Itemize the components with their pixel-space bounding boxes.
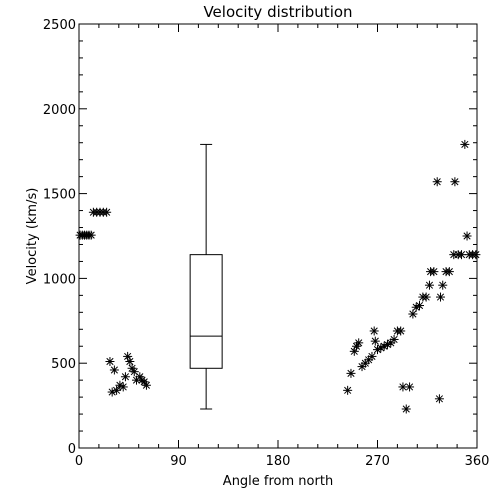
data-point	[398, 382, 408, 392]
data-point	[112, 385, 122, 395]
data-point	[408, 309, 418, 319]
x-tick-label: 90	[170, 454, 187, 469]
y-axis: 0 500 1000 1500 2000 2500	[43, 18, 477, 457]
data-point	[135, 372, 145, 382]
data-point	[424, 280, 434, 290]
y-tick-label: 1500	[43, 188, 76, 203]
x-tick-label: 180	[266, 454, 291, 469]
x-tick-label: 0	[75, 454, 83, 469]
y-tick-label: 2500	[43, 18, 76, 33]
data-point	[396, 326, 406, 336]
data-point	[438, 280, 448, 290]
data-point	[434, 394, 444, 404]
boxplot	[189, 143, 223, 410]
x-tick-label: 270	[365, 454, 390, 469]
x-axis-label: Angle from north	[223, 474, 333, 489]
data-point	[450, 177, 460, 187]
data-point	[401, 404, 411, 414]
data-point	[343, 385, 353, 395]
chart-title: Velocity distribution	[203, 3, 352, 21]
data-point	[444, 267, 454, 277]
data-point	[389, 334, 399, 344]
data-point	[457, 250, 467, 260]
y-tick-label: 1000	[43, 272, 76, 287]
data-point	[105, 357, 115, 367]
data-point	[354, 338, 364, 348]
data-point	[102, 207, 112, 217]
data-point	[125, 357, 135, 367]
data-point	[436, 292, 446, 302]
data-point	[460, 139, 470, 149]
x-tick-label: 360	[465, 454, 490, 469]
y-tick-label: 0	[68, 442, 76, 457]
y-tick-label: 2000	[43, 103, 76, 118]
y-axis-label: Velocity (km/s)	[25, 188, 40, 285]
data-point	[415, 301, 425, 311]
data-point	[432, 177, 442, 187]
data-point	[118, 382, 128, 392]
data-point	[86, 230, 96, 240]
data-point	[369, 326, 379, 336]
data-point	[471, 250, 481, 260]
y-tick-label: 500	[51, 357, 76, 372]
boxplot-box	[189, 254, 223, 369]
data-point	[141, 380, 151, 390]
data-point	[370, 336, 380, 346]
x-axis: 0 90 180 270 360	[75, 24, 490, 469]
data-point	[421, 292, 431, 302]
data-point	[109, 365, 119, 375]
data-point	[120, 372, 130, 382]
plot-frame	[78, 23, 478, 449]
data-point	[405, 382, 415, 392]
data-point	[429, 267, 439, 277]
data-points	[75, 139, 481, 414]
data-point	[346, 368, 356, 378]
data-point	[462, 231, 472, 241]
data-point	[367, 351, 377, 361]
